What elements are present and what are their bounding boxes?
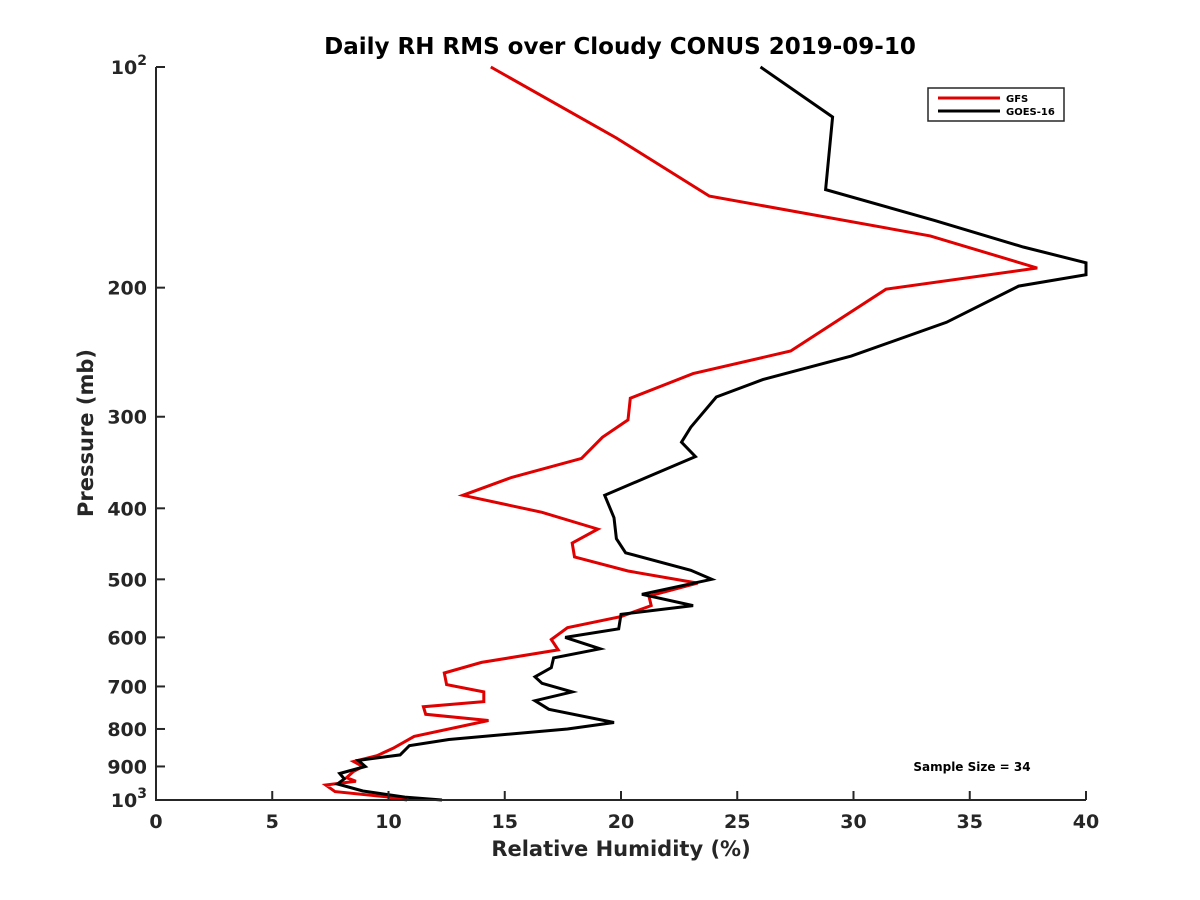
y-tick-label: 102 bbox=[111, 53, 147, 79]
y-ticks: 102 200 300 400 500 600 700 800 900 103 bbox=[107, 53, 165, 812]
y-tick-label: 300 bbox=[107, 407, 147, 429]
x-tick-label: 25 bbox=[724, 811, 750, 833]
y-tick-label: 500 bbox=[107, 569, 147, 591]
y-tick-label: 103 bbox=[111, 786, 147, 812]
x-tick-label: 5 bbox=[266, 811, 279, 833]
x-tick-label: 10 bbox=[375, 811, 401, 833]
series-line-goes-16 bbox=[334, 65, 1088, 802]
series-line-gfs bbox=[321, 65, 1038, 802]
y-tick-label: 900 bbox=[107, 756, 147, 778]
y-tick-label: 200 bbox=[107, 278, 147, 300]
x-tick-label: 40 bbox=[1073, 811, 1099, 833]
plot-lines bbox=[321, 65, 1088, 802]
x-tick-label: 30 bbox=[840, 811, 866, 833]
y-axis-label: Pressure (mb) bbox=[74, 349, 98, 517]
legend-label-gfs: GFS bbox=[1006, 94, 1028, 105]
y-tick-label: 400 bbox=[107, 498, 147, 520]
x-tick-label: 20 bbox=[608, 811, 634, 833]
x-axis-label: Relative Humidity (%) bbox=[491, 837, 750, 861]
legend: GFS GOES-16 bbox=[927, 87, 1065, 122]
x-ticks: 0 5 10 15 20 25 30 35 40 bbox=[149, 791, 1099, 833]
x-tick-label: 0 bbox=[149, 811, 162, 833]
legend-box bbox=[927, 87, 1065, 122]
x-tick-label: 35 bbox=[957, 811, 983, 833]
y-tick-label: 700 bbox=[107, 676, 147, 698]
x-tick-label: 15 bbox=[492, 811, 518, 833]
chart-title: Daily RH RMS over Cloudy CONUS 2019-09-1… bbox=[324, 34, 916, 60]
y-tick-label: 600 bbox=[107, 627, 147, 649]
legend-label-goes-16: GOES-16 bbox=[1006, 107, 1055, 118]
y-tick-label: 800 bbox=[107, 719, 147, 741]
sample-size-annotation: Sample Size = 34 bbox=[913, 760, 1030, 774]
